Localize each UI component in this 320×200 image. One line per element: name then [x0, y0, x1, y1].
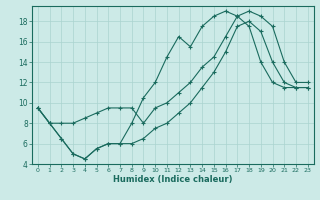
X-axis label: Humidex (Indice chaleur): Humidex (Indice chaleur): [113, 175, 233, 184]
